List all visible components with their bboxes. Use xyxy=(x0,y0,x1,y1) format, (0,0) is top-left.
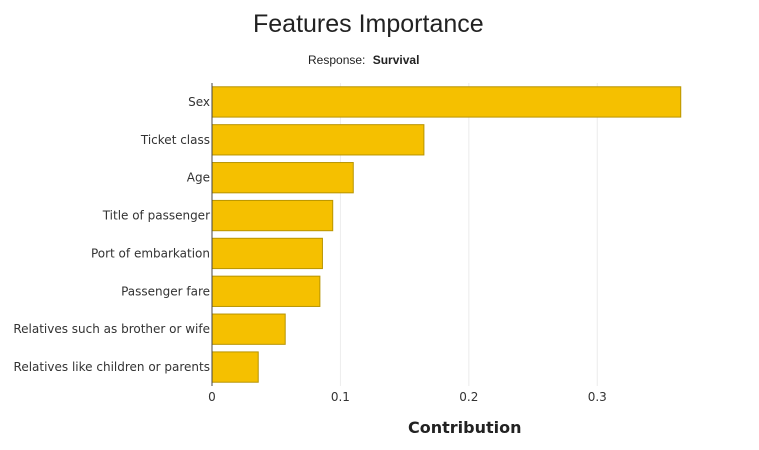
response-label: Response: xyxy=(308,53,366,67)
x-tick-label: 0.2 xyxy=(459,390,478,404)
y-tick-label: Relatives like children or parents xyxy=(14,360,210,374)
y-tick-label: Relatives such as brother or wife xyxy=(13,322,210,336)
y-tick-label: Title of passenger xyxy=(102,209,210,223)
y-tick-label: Age xyxy=(187,171,210,185)
bar xyxy=(211,162,354,194)
response-value: Survival xyxy=(372,53,420,67)
x-axis-title: Contribution xyxy=(408,418,522,437)
x-tick-label: 0 xyxy=(208,390,216,404)
label-layer: Sex Ticket class Age Title of passenger Port… xyxy=(13,95,606,404)
x-tick-label: 0.3 xyxy=(588,390,607,404)
bar-layer xyxy=(211,86,682,383)
bar xyxy=(211,275,321,307)
bar xyxy=(211,86,682,118)
chart-subtitle: Response: Survival xyxy=(308,53,419,67)
y-tick-label: Port of embarkation xyxy=(91,246,210,260)
x-tick-label: 0.1 xyxy=(331,390,350,404)
bar xyxy=(211,199,334,232)
y-tick-label: Passenger fare xyxy=(121,284,210,298)
chart-title: Features Importance xyxy=(253,10,484,38)
y-tick-label: Sex xyxy=(188,95,210,109)
y-tick-label: Ticket class xyxy=(140,133,210,147)
bar xyxy=(211,237,323,270)
bar xyxy=(211,124,425,156)
bar xyxy=(211,351,259,383)
bar xyxy=(211,313,286,345)
